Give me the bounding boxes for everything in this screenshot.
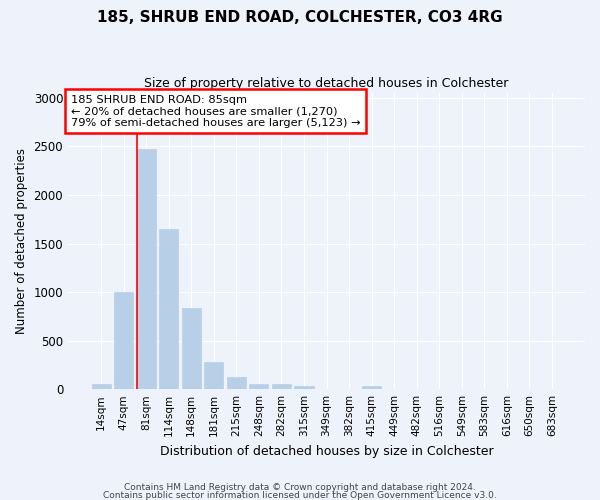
Bar (92, 384, 110, 389)
Y-axis label: Number of detached properties: Number of detached properties (15, 148, 28, 334)
Text: 185, SHRUB END ROAD, COLCHESTER, CO3 4RG: 185, SHRUB END ROAD, COLCHESTER, CO3 4RG (97, 10, 503, 25)
X-axis label: Distribution of detached houses by size in Colchester: Distribution of detached houses by size … (160, 444, 493, 458)
Bar (362, 386, 381, 389)
Bar (272, 384, 291, 389)
Bar (204, 362, 223, 389)
Bar (159, 229, 178, 389)
Bar (182, 308, 201, 389)
Bar (250, 384, 268, 389)
Text: 185 SHRUB END ROAD: 85sqm
← 20% of detached houses are smaller (1,270)
79% of se: 185 SHRUB END ROAD: 85sqm ← 20% of detac… (71, 94, 360, 128)
Bar (137, 150, 156, 389)
Bar (227, 376, 246, 389)
Text: Contains HM Land Registry data © Crown copyright and database right 2024.: Contains HM Land Registry data © Crown c… (124, 484, 476, 492)
Bar (295, 386, 314, 389)
Bar (114, 292, 133, 389)
Title: Size of property relative to detached houses in Colchester: Size of property relative to detached ho… (145, 78, 509, 90)
Text: Contains public sector information licensed under the Open Government Licence v3: Contains public sector information licen… (103, 490, 497, 500)
